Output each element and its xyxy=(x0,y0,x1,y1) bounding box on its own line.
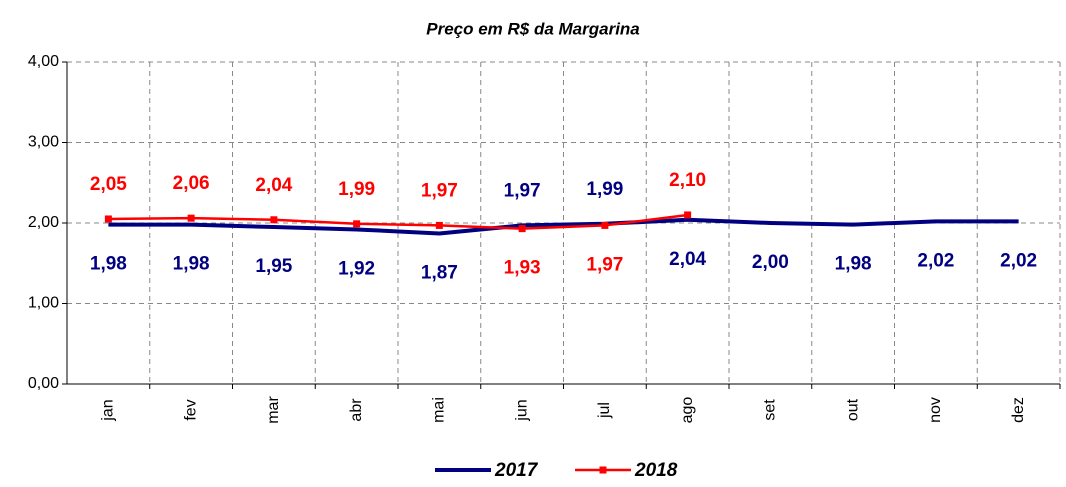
data-label: 1,95 xyxy=(255,256,292,277)
x-tick-label: jan xyxy=(100,399,117,421)
x-tick-label: jun xyxy=(513,399,530,421)
data-label: 1,99 xyxy=(338,179,375,200)
x-tick-label: abr xyxy=(348,398,365,422)
x-tick-label: fev xyxy=(182,399,199,420)
legend-label: 2018 xyxy=(634,460,678,481)
x-tick-label: jul xyxy=(596,402,613,419)
data-label: 1,97 xyxy=(504,180,541,201)
y-tick-label: 1,00 xyxy=(28,295,59,312)
data-label: 2,04 xyxy=(255,175,292,196)
y-tick-label: 3,00 xyxy=(28,134,59,151)
chart-title: Preço em R$ da Margarina xyxy=(426,19,640,38)
data-label: 2,10 xyxy=(669,170,706,191)
point-marker xyxy=(435,221,443,229)
data-label: 1,87 xyxy=(421,262,458,283)
data-label: 2,00 xyxy=(752,252,789,273)
x-tick-label: mai xyxy=(431,397,448,423)
data-label: 1,92 xyxy=(338,258,375,279)
data-label: 1,98 xyxy=(90,254,127,275)
point-marker xyxy=(104,215,112,223)
x-tick-label: set xyxy=(762,399,779,421)
legend-marker xyxy=(599,466,607,474)
x-tick-label: ago xyxy=(679,397,696,424)
data-label: 2,05 xyxy=(90,174,127,195)
legend-label: 2017 xyxy=(494,460,539,481)
data-label: 1,97 xyxy=(586,254,623,275)
y-tick-label: 2,00 xyxy=(28,214,59,231)
x-tick-label: dez xyxy=(1010,397,1027,423)
point-marker xyxy=(518,225,526,233)
data-label: 2,02 xyxy=(1000,250,1037,271)
x-tick-label: out xyxy=(844,398,861,421)
data-label: 1,98 xyxy=(835,254,872,275)
y-tick-label: 0,00 xyxy=(28,375,59,392)
point-marker xyxy=(353,220,361,228)
series-line xyxy=(108,217,1019,236)
series-line xyxy=(108,213,688,230)
point-marker xyxy=(270,216,278,224)
point-marker xyxy=(187,214,195,222)
data-label: 1,99 xyxy=(586,179,623,200)
point-marker xyxy=(601,221,609,229)
point-marker xyxy=(684,211,692,219)
data-label: 2,06 xyxy=(173,173,210,194)
data-label: 2,02 xyxy=(917,250,954,271)
x-tick-label: nov xyxy=(927,397,944,423)
x-tick-label: mar xyxy=(265,396,282,424)
data-label: 1,97 xyxy=(421,180,458,201)
y-tick-label: 4,00 xyxy=(28,53,59,70)
data-label: 1,98 xyxy=(173,254,210,275)
data-label: 1,93 xyxy=(504,258,541,279)
data-label: 2,04 xyxy=(669,249,706,270)
